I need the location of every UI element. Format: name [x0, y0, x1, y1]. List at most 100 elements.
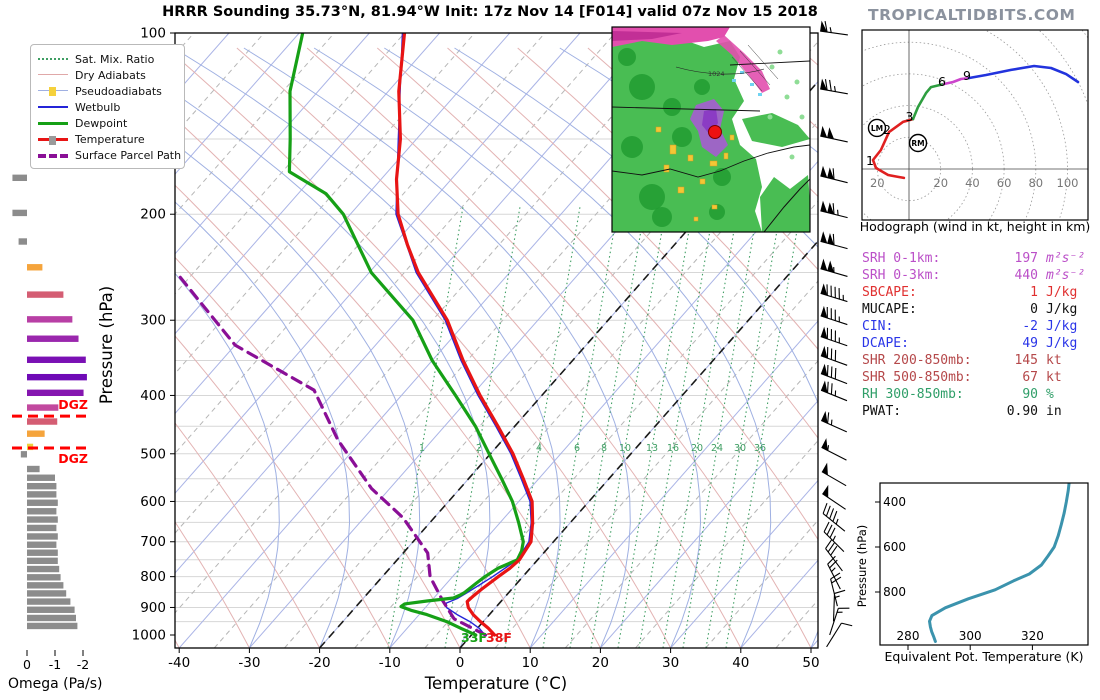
legend-item-dewpoint: Dewpoint	[38, 115, 178, 131]
y-axis-label: Pressure (hPa)	[97, 286, 116, 404]
hodograph-segment	[871, 117, 915, 180]
svg-text:LM: LM	[871, 124, 883, 133]
omega-bar	[20, 451, 27, 458]
mixing-ratio-label: 6	[574, 443, 580, 454]
wind-barb-icon	[820, 125, 848, 143]
stat-row-srh-0-1km: SRH 0-1km: 197 m²s⁻²	[862, 251, 1086, 266]
hodograph-frame	[861, 29, 1089, 221]
theta-e-y-tick: 600	[883, 540, 906, 554]
omega-bar	[27, 549, 58, 556]
omega-bar	[27, 541, 57, 548]
mixing-ratio-label: 8	[601, 443, 607, 454]
wind-barb-icon	[820, 305, 848, 326]
wetbulb-swatch-icon	[38, 101, 68, 113]
wind-barb-icon	[827, 555, 841, 590]
mixing-ratio-label: 1	[419, 443, 425, 454]
x-tick-label: 40	[732, 655, 749, 671]
hodograph-ring-label: 40	[965, 176, 980, 190]
wind-barb-icon	[820, 410, 848, 433]
wind-barb-icon	[820, 380, 848, 402]
pseudo-swatch-icon	[38, 85, 68, 97]
pressure-tick-label: 600	[140, 494, 166, 510]
svg-text:RM: RM	[911, 139, 924, 148]
wind-barb-icon	[820, 20, 848, 36]
omega-bar	[27, 291, 64, 298]
mixing-ratio-label: 10	[619, 443, 631, 454]
svg-text:20: 20	[870, 176, 885, 190]
omega-bar	[27, 557, 58, 565]
parcel-swatch-icon	[38, 149, 68, 161]
omega-bar	[27, 533, 58, 540]
mixing-ratio-label: 36	[754, 443, 766, 454]
wind-barb-icon	[826, 622, 853, 648]
satmix-swatch-icon	[38, 53, 68, 65]
omega-bar	[27, 614, 76, 622]
dgz-label: DGZ	[58, 397, 88, 412]
omega-bar	[27, 574, 61, 581]
hodograph-segment	[942, 76, 971, 86]
stat-row-sbcape: SBCAPE: 1 J/kg	[862, 285, 1078, 300]
theta-e-y-tick: 800	[883, 585, 906, 599]
mixing-ratio-label: 13	[646, 443, 658, 454]
x-axis-label: Temperature (°C)	[424, 674, 567, 693]
isotherm--20c	[318, 80, 818, 648]
omega-bar	[27, 491, 57, 498]
omega-bar	[27, 465, 40, 473]
wind-barb-icon	[820, 200, 848, 219]
x-tick-label: -10	[379, 655, 401, 671]
theta-e-x-tick: 300	[959, 629, 982, 643]
wind-barb-icon	[820, 363, 848, 385]
hodograph-height-label: 1	[866, 153, 874, 168]
omega-bar	[27, 508, 57, 515]
stat-row-shr-200-850mb: SHR 200-850mb: 145 kt	[862, 353, 1062, 368]
dgz-label: DGZ	[58, 451, 88, 466]
wind-barb-icon	[829, 607, 850, 636]
omega-bar	[27, 418, 58, 425]
pressure-tick-label: 700	[140, 534, 166, 550]
curve-dewpoint	[287, 33, 525, 637]
legend-label: Temperature	[75, 132, 145, 146]
mixing-ratio-label: 4	[536, 443, 542, 454]
radar-map-inset: 1024	[611, 26, 811, 233]
radar-pressure-contour-label: 1024	[708, 70, 725, 78]
stat-row-cin: CIN: -2 J/kg	[862, 319, 1078, 334]
omega-bar	[27, 373, 87, 381]
pressure-tick-label: 1000	[132, 628, 166, 644]
sounding-location-marker	[708, 125, 722, 139]
storm-motion-marker	[908, 133, 928, 153]
omega-bar	[27, 524, 57, 532]
legend-label: Sat. Mix. Ratio	[75, 52, 155, 66]
omega-bar	[18, 238, 27, 245]
omega-bar	[27, 316, 73, 323]
wind-barb-icon	[820, 78, 848, 95]
hodograph-ring-label: 80	[1028, 176, 1043, 190]
omega-bar	[27, 598, 71, 605]
theta-e-frame	[879, 482, 1089, 646]
page-title: HRRR Sounding 35.73°N, 81.94°W Init: 17z…	[162, 4, 818, 20]
omega-bar	[27, 516, 58, 523]
theta-e-y-tick: 400	[883, 495, 906, 509]
omega-axis-label: Omega (Pa/s)	[8, 676, 103, 692]
omega-bar	[27, 474, 55, 481]
wind-barb-icon	[823, 521, 845, 553]
x-tick-label: 0	[456, 655, 465, 671]
skewt-frame	[174, 32, 819, 649]
hodograph-segment	[967, 64, 1080, 84]
legend-item-parcel: Surface Parcel Path	[38, 147, 181, 163]
theta-e-x-tick: 280	[897, 629, 920, 643]
legend-item-temperature: Temperature	[38, 131, 178, 147]
pressure-tick-label: 500	[140, 446, 166, 462]
hodograph-height-label: 9	[963, 68, 971, 83]
theta-e-chart: 400 600 800 280 300 320 Equivalent Pot. Temper…	[855, 482, 1089, 664]
omega-bar	[27, 499, 58, 506]
legend-item-wetbulb: Wetbulb	[38, 99, 178, 115]
stat-row-mucape: MUCAPE: 0 J/kg	[862, 302, 1078, 317]
stat-row-pwat: PWAT: 0.90 in	[862, 404, 1062, 419]
stat-row-srh-0-3km: SRH 0-3km: 440 m²s⁻²	[862, 268, 1086, 283]
x-tick-label: -40	[168, 655, 190, 671]
legend-item-satmix: Sat. Mix. Ratio	[38, 51, 178, 67]
hodograph-height-label: 6	[938, 74, 946, 89]
x-tick-label: -20	[309, 655, 331, 671]
hodograph-caption: Hodograph (wind in kt, height in km)	[860, 219, 1091, 234]
